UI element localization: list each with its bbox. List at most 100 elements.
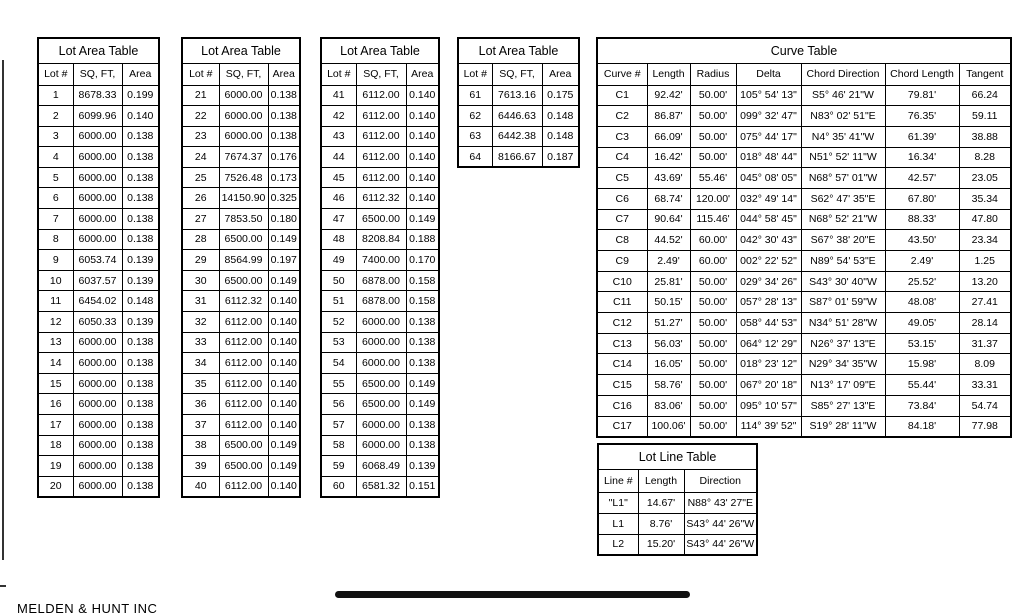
table-cell: 0.138 [405, 331, 440, 354]
table-cell: 7526.48 [218, 166, 269, 189]
table-cell: 029° 34' 26" [735, 270, 802, 293]
table-cell: 35.34 [958, 187, 1012, 210]
table-cell: 62 [457, 105, 493, 127]
table-cell: 0.138 [121, 414, 160, 436]
table-cell: S62° 47' 35"E [800, 187, 886, 210]
table-cell: 6112.00 [355, 166, 407, 189]
table-cell: 6112.32 [218, 290, 269, 313]
table-row: 39 6500.00 0.149 [181, 455, 301, 477]
table-cell: 0.140 [405, 187, 440, 210]
table-cell: 6112.00 [355, 105, 407, 127]
table-cell: 16.42' [646, 146, 691, 169]
table-cell: 6500.00 [355, 393, 407, 415]
table-cell: 6000.00 [72, 393, 123, 415]
table-row: L1 8.76' S43° 44' 26"W [597, 512, 758, 535]
table-row: 50 6878.00 0.158 [320, 269, 440, 292]
table-cell: 25 [181, 166, 220, 189]
table-cell: 0.140 [405, 105, 440, 127]
table-cell: 0.138 [121, 331, 160, 354]
title-row: Curve Table [596, 37, 1012, 64]
table-row: 31 6112.32 0.140 [181, 290, 301, 313]
column-header: SQ, FT, [355, 62, 407, 86]
table-row: 4 6000.00 0.138 [37, 146, 160, 168]
column-header: Area [405, 62, 440, 86]
table-cell: 86.87' [646, 105, 691, 127]
table-cell: 3 [37, 125, 74, 148]
table-cell: C9 [596, 250, 648, 272]
column-header: Lot # [320, 62, 357, 86]
sheet-edge-tick [0, 585, 6, 587]
table-cell: 0.138 [121, 475, 160, 498]
table-row: C6 68.74' 120.00' 032° 49' 14" S62° 47' 35"E… [596, 187, 1012, 210]
table-cell: 002° 22' 52" [735, 250, 802, 272]
table-cell: 8.28 [958, 146, 1012, 169]
table-row: 1 8678.33 0.199 [37, 84, 160, 107]
table-cell: 0.139 [405, 455, 440, 477]
table-cell: 41 [320, 84, 357, 107]
table-cell: 60.00' [689, 229, 737, 251]
table-row: C9 2.49' 60.00' 002° 22' 52" N89° 54' 53"E 2.… [596, 250, 1012, 272]
table-cell: 22 [181, 105, 220, 127]
table-row: C14 16.05' 50.00' 018° 23' 12" N29° 34' 35"W… [596, 353, 1012, 376]
table-cell: 0.139 [121, 269, 160, 292]
table-cell: 6000.00 [218, 84, 269, 107]
table-cell: 0.148 [541, 125, 580, 148]
table-row: C5 43.69' 55.46' 045° 08' 05" N68° 57' 01"W 4… [596, 167, 1012, 189]
column-header: Area [267, 62, 301, 86]
table-cell: 7613.16 [491, 84, 543, 107]
table-cell: 044° 58' 45" [735, 208, 802, 231]
table-cell: 0.138 [121, 228, 160, 251]
table-cell: 0.138 [405, 311, 440, 333]
table-cell: 6000.00 [72, 146, 123, 168]
table-cell: 1.25 [958, 250, 1012, 272]
column-header: Chord Direction [800, 62, 886, 86]
table-cell: 0.138 [121, 393, 160, 415]
table-row: 42 6112.00 0.140 [320, 105, 440, 127]
table-cell: 6000.00 [355, 414, 407, 436]
table-cell: C17 [596, 415, 648, 438]
table-row: 27 7853.50 0.180 [181, 208, 301, 230]
column-header: Lot # [37, 62, 74, 86]
table-cell: 27 [181, 208, 220, 230]
table-cell: 53.15' [884, 332, 960, 355]
table-cell: 48.08' [884, 291, 960, 314]
table-row: 51 6878.00 0.158 [320, 290, 440, 313]
table-row: 3 6000.00 0.138 [37, 125, 160, 148]
table-cell: "L1" [597, 491, 639, 514]
data-table: Lot Area Table Lot # SQ, FT, Area 41 6112.00 0… [320, 37, 440, 498]
table-row: 32 6112.00 0.140 [181, 311, 301, 333]
table-row: C17 100.06' 50.00' 114° 39' 52" S19° 28' 11"… [596, 415, 1012, 438]
table-cell: 51.27' [646, 312, 691, 334]
table-row: 28 6500.00 0.149 [181, 228, 301, 251]
header-row: Curve # Length Radius Delta Chord Direction C… [596, 62, 1012, 86]
table-cell: 6500.00 [218, 269, 269, 292]
table-cell: 6000.00 [72, 372, 123, 395]
table-row: C8 44.52' 60.00' 042° 30' 43" S67° 38' 20"E 4… [596, 229, 1012, 251]
table-cell: S19° 28' 11"W [800, 415, 886, 438]
table-cell: 1 [37, 84, 74, 107]
table-cell: 064° 12' 29" [735, 332, 802, 355]
table-cell: 0.140 [267, 414, 301, 436]
table-row: 11 6454.02 0.148 [37, 290, 160, 313]
table-row: 47 6500.00 0.149 [320, 208, 440, 230]
column-header: Length [646, 62, 691, 86]
table-row: 9 6053.74 0.139 [37, 249, 160, 271]
table-cell: 66.24 [958, 84, 1012, 107]
table-cell: 0.140 [267, 352, 301, 374]
table-cell: C7 [596, 208, 648, 231]
table-cell: 38.88 [958, 125, 1012, 148]
table-cell: 57 [320, 414, 357, 436]
table-cell: 0.199 [121, 84, 160, 107]
table-cell: 120.00' [689, 187, 737, 210]
table-cell: 28.14 [958, 312, 1012, 334]
table-cell: 8208.84 [355, 228, 407, 251]
table-cell: 25.52' [884, 270, 960, 293]
table-row: 17 6000.00 0.138 [37, 414, 160, 436]
table-cell: 23.34 [958, 229, 1012, 251]
title-row: Lot Area Table [320, 37, 440, 64]
table-cell: 11 [37, 290, 74, 313]
table-cell: 6112.00 [355, 84, 407, 107]
table-cell: 29 [181, 249, 220, 271]
title-row: Lot Line Table [597, 443, 758, 470]
table-cell: N51° 52' 11"W [800, 146, 886, 169]
